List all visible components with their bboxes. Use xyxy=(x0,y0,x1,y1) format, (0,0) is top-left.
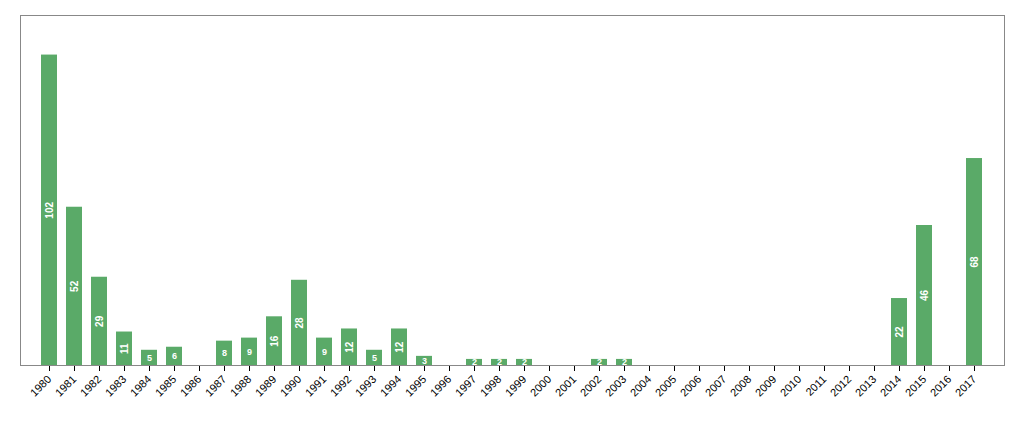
svg-text:1996: 1996 xyxy=(428,373,454,399)
svg-text:2: 2 xyxy=(597,357,602,367)
svg-text:8: 8 xyxy=(222,348,227,358)
svg-text:2: 2 xyxy=(522,357,527,367)
svg-text:6: 6 xyxy=(172,351,177,361)
svg-text:2: 2 xyxy=(497,357,502,367)
svg-text:2000: 2000 xyxy=(528,373,554,399)
svg-text:1988: 1988 xyxy=(228,373,254,399)
svg-text:1983: 1983 xyxy=(103,373,129,399)
svg-text:1991: 1991 xyxy=(303,373,329,399)
svg-text:1990: 1990 xyxy=(278,373,304,399)
svg-text:5: 5 xyxy=(372,353,377,363)
svg-text:2015: 2015 xyxy=(903,373,929,399)
svg-text:2005: 2005 xyxy=(653,373,679,399)
svg-text:29: 29 xyxy=(94,315,105,327)
svg-text:2006: 2006 xyxy=(678,373,704,399)
svg-text:2014: 2014 xyxy=(878,373,904,399)
svg-text:2: 2 xyxy=(472,357,477,367)
svg-text:9: 9 xyxy=(322,347,327,357)
svg-text:2009: 2009 xyxy=(753,373,779,399)
svg-text:2013: 2013 xyxy=(853,373,879,399)
svg-text:16: 16 xyxy=(269,335,280,347)
svg-text:2007: 2007 xyxy=(703,373,729,399)
svg-text:5: 5 xyxy=(147,353,152,363)
svg-text:46: 46 xyxy=(919,290,930,302)
svg-text:52: 52 xyxy=(69,280,80,292)
svg-text:1997: 1997 xyxy=(453,373,479,399)
svg-text:2011: 2011 xyxy=(803,373,828,398)
svg-text:28: 28 xyxy=(294,317,305,329)
svg-text:1986: 1986 xyxy=(178,373,204,399)
svg-text:1984: 1984 xyxy=(128,373,154,399)
svg-text:2: 2 xyxy=(622,357,627,367)
svg-text:1994: 1994 xyxy=(378,373,404,399)
svg-text:2012: 2012 xyxy=(828,373,854,399)
svg-text:11: 11 xyxy=(119,343,130,354)
svg-text:2017: 2017 xyxy=(953,373,979,399)
svg-text:2002: 2002 xyxy=(578,373,604,399)
svg-text:2016: 2016 xyxy=(928,373,954,399)
svg-text:1998: 1998 xyxy=(478,373,504,399)
svg-text:1992: 1992 xyxy=(328,373,354,399)
svg-text:1999: 1999 xyxy=(503,373,529,399)
svg-text:9: 9 xyxy=(247,347,252,357)
svg-text:1985: 1985 xyxy=(153,373,179,399)
svg-text:1989: 1989 xyxy=(253,373,279,399)
svg-text:2004: 2004 xyxy=(628,373,654,399)
svg-text:2001: 2001 xyxy=(553,373,579,399)
svg-text:1987: 1987 xyxy=(203,373,229,399)
svg-text:22: 22 xyxy=(894,326,905,338)
svg-text:68: 68 xyxy=(969,256,980,268)
svg-text:1981: 1981 xyxy=(53,373,79,399)
svg-text:12: 12 xyxy=(394,341,405,353)
svg-text:2003: 2003 xyxy=(603,373,629,399)
svg-text:3: 3 xyxy=(422,356,427,366)
svg-text:2010: 2010 xyxy=(778,373,804,399)
svg-text:1982: 1982 xyxy=(78,373,104,399)
svg-text:1995: 1995 xyxy=(403,373,429,399)
svg-text:1993: 1993 xyxy=(353,373,379,399)
svg-text:102: 102 xyxy=(44,202,55,219)
svg-text:12: 12 xyxy=(344,341,355,353)
svg-text:1980: 1980 xyxy=(28,373,54,399)
svg-text:2008: 2008 xyxy=(728,373,754,399)
